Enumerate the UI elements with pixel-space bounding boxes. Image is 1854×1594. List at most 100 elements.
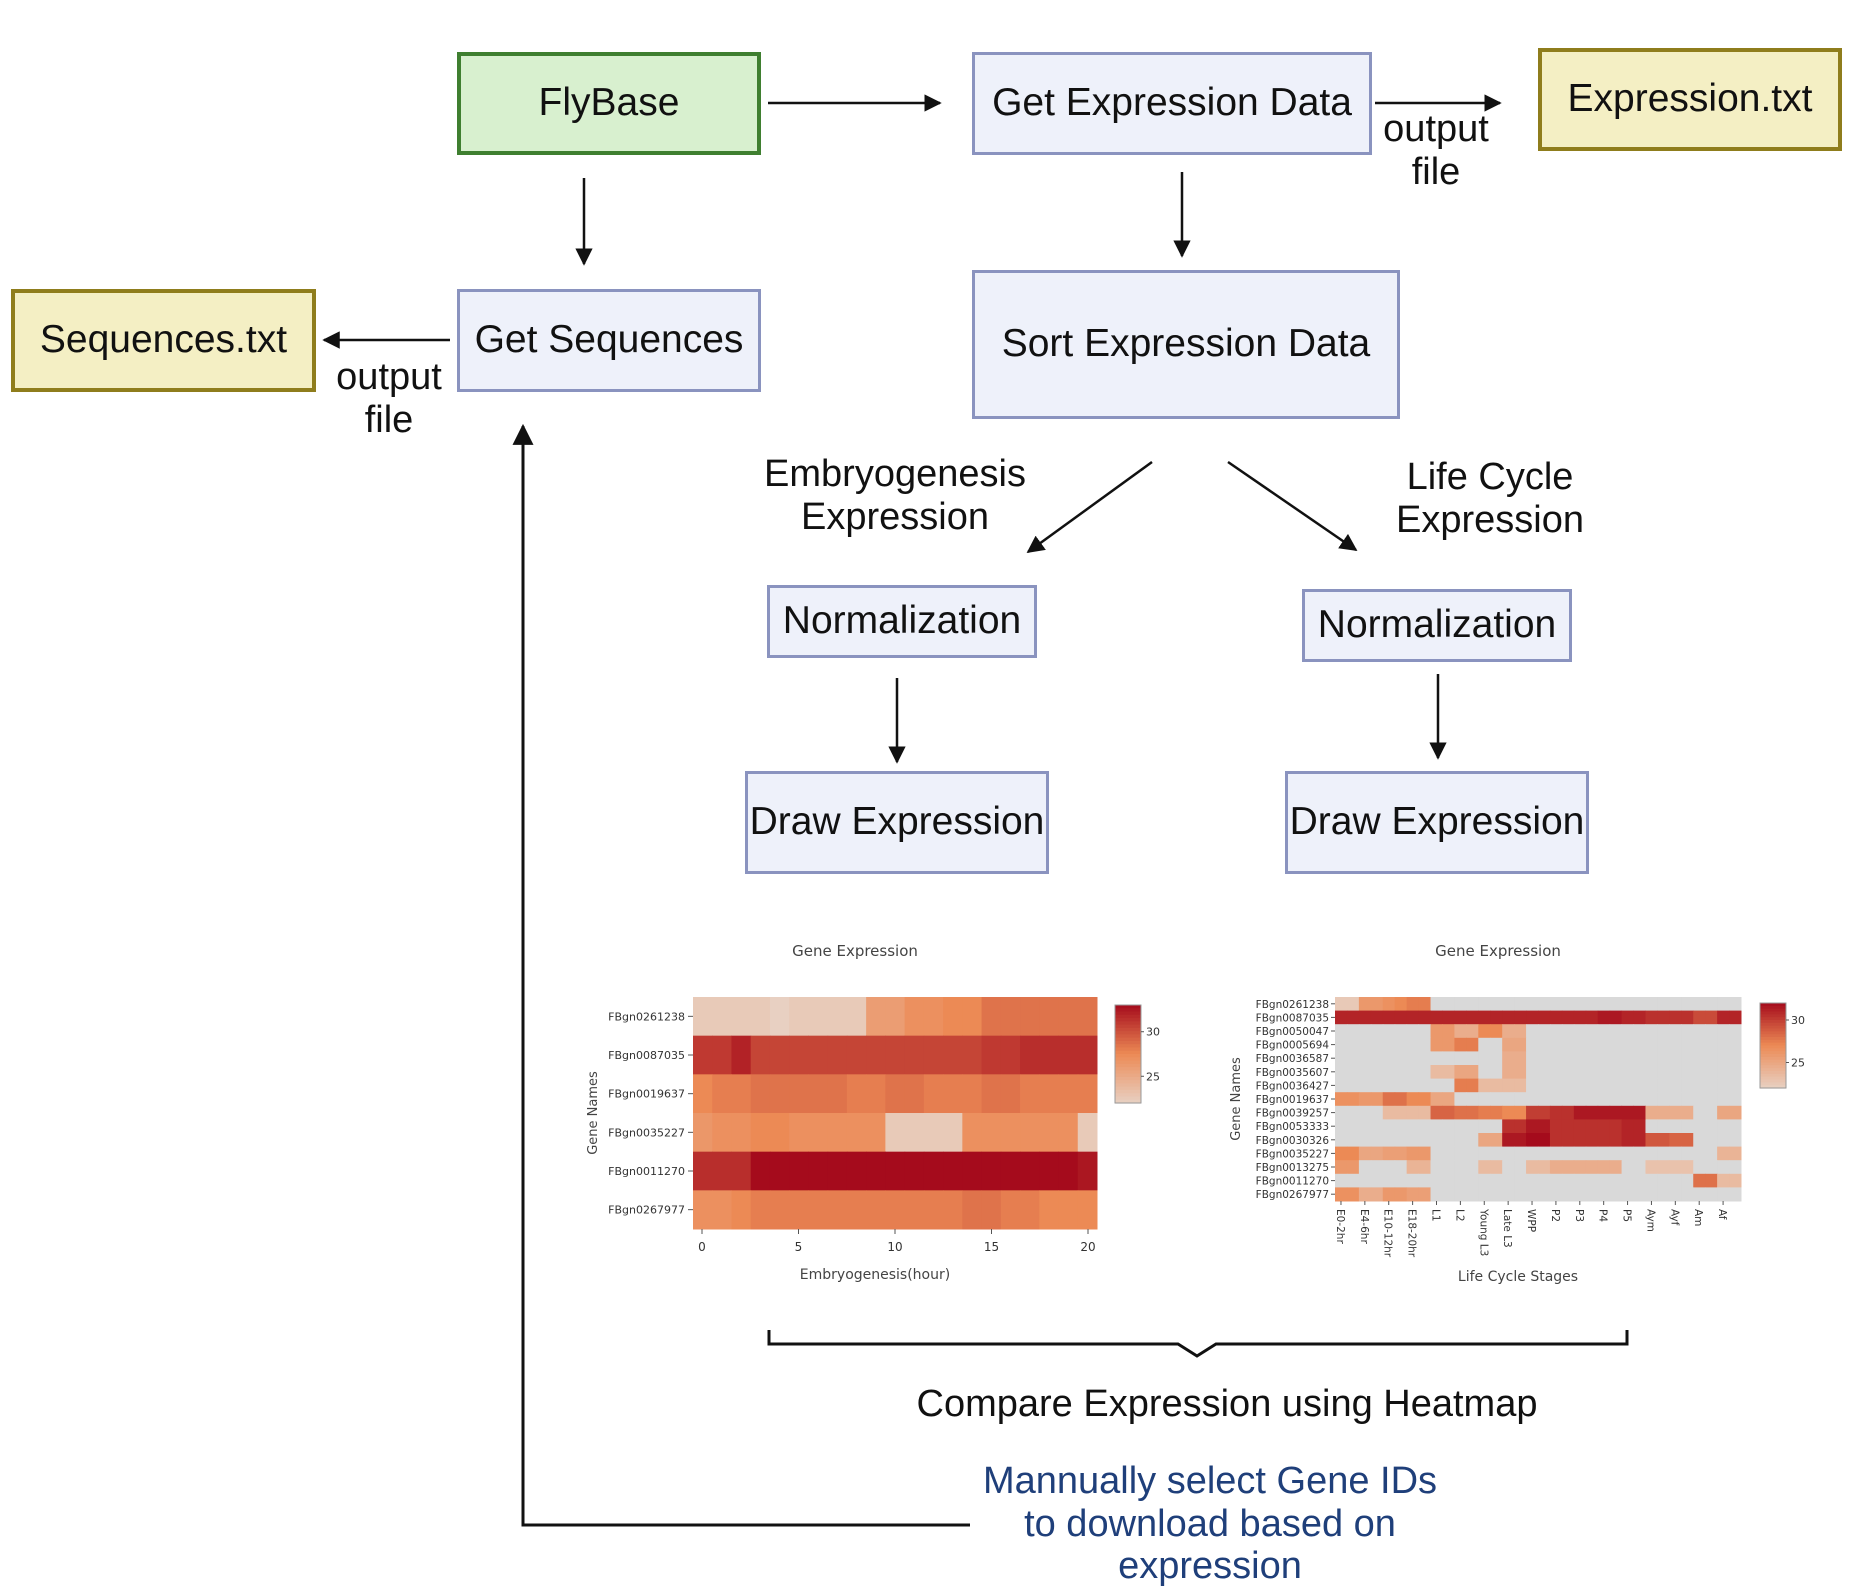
heatmap-cell xyxy=(1490,1187,1503,1202)
heatmap-cell xyxy=(1039,997,1060,1037)
row-label: FBgn0036427 xyxy=(1256,1080,1329,1092)
heatmap-cell xyxy=(1358,1119,1372,1134)
heatmap-cell xyxy=(1681,1160,1694,1175)
heatmap-cell xyxy=(1000,1074,1021,1114)
heatmap-cell xyxy=(846,1151,867,1191)
heatmap-cell xyxy=(1502,1037,1515,1052)
heatmap-cell xyxy=(981,1074,1002,1114)
heatmap-cell xyxy=(1466,1105,1479,1120)
heatmap-cell xyxy=(1406,1051,1420,1066)
heatmap-cell xyxy=(1669,1065,1682,1080)
heatmap-cell xyxy=(1454,1173,1467,1188)
heatmap-cell xyxy=(712,1035,732,1075)
heatmap-cell xyxy=(1669,1092,1682,1107)
heatmap-cell xyxy=(769,1113,790,1153)
heatmap-cell xyxy=(1717,1133,1730,1148)
heatmap-colorbar-segment xyxy=(1115,1086,1141,1091)
heatmap-cell xyxy=(1549,1187,1563,1202)
heatmap-cell xyxy=(1000,1151,1021,1191)
heatmap-cell xyxy=(1335,1037,1348,1052)
heatmap-cell xyxy=(1681,1010,1694,1025)
heatmap-cell xyxy=(1478,1119,1491,1134)
x-tick-label: P4 xyxy=(1597,1209,1609,1222)
heatmap-cell xyxy=(1526,1024,1539,1039)
heatmap-cell xyxy=(1430,1078,1443,1093)
heatmap-cell xyxy=(1585,1092,1599,1107)
heatmap-cell xyxy=(1418,1173,1432,1188)
row-label: FBgn0050047 xyxy=(1256,1026,1329,1038)
heatmap-cell xyxy=(1597,1092,1611,1107)
heatmap-cell xyxy=(1549,1024,1563,1039)
heatmap-cell xyxy=(1621,997,1635,1012)
heatmap-colorbar-segment xyxy=(1115,1021,1141,1026)
x-tick-label: 0 xyxy=(698,1240,706,1254)
heatmap-cell xyxy=(1609,1078,1623,1093)
row-label: FBgn0261238 xyxy=(1256,999,1329,1011)
heatmap-cell xyxy=(1705,1133,1718,1148)
expression-file-node: Expression.txt xyxy=(1538,48,1842,151)
heatmap-colorbar-segment xyxy=(1115,1011,1141,1016)
heatmap-cell xyxy=(1478,1187,1491,1202)
heatmap-cell xyxy=(904,1151,925,1191)
heatmap-cell xyxy=(1609,1065,1623,1080)
heatmap-cell xyxy=(1358,1024,1372,1039)
heatmap-cell xyxy=(846,1113,867,1153)
heatmap-cell xyxy=(1597,1037,1611,1052)
row-label: FBgn0087035 xyxy=(608,1049,685,1062)
heatmap-cell xyxy=(1430,1065,1443,1080)
heatmap-cell xyxy=(1514,1078,1527,1093)
heatmap-cell xyxy=(1573,997,1587,1012)
normalization-lifecycle-node: Normalization xyxy=(1302,589,1572,662)
heatmap-cell xyxy=(846,997,867,1037)
heatmap-cell xyxy=(943,1190,963,1230)
heatmap-cell xyxy=(1717,997,1730,1012)
heatmap-cell xyxy=(789,1151,809,1191)
heatmap-cell xyxy=(962,997,983,1037)
heatmap-cell xyxy=(1573,1010,1587,1025)
heatmap-cell xyxy=(1430,1187,1443,1202)
heatmap-cell xyxy=(1358,1078,1372,1093)
heatmap-cell xyxy=(1633,1065,1646,1080)
heatmap-cell xyxy=(1729,1173,1742,1188)
heatmap-cell xyxy=(1370,1010,1384,1025)
heatmap-colorbar-tick-label: 25 xyxy=(1791,1057,1805,1070)
heatmap-colorbar-segment xyxy=(1115,1080,1141,1084)
heatmap-cell xyxy=(1382,1173,1396,1188)
heatmap-cell xyxy=(1406,1173,1420,1188)
heatmap-cell xyxy=(1442,1092,1455,1107)
heatmap-colorbar-segment xyxy=(1760,1045,1786,1049)
heatmap-cell xyxy=(1538,1024,1551,1039)
heatmap-cell xyxy=(1717,1065,1730,1080)
heatmap-cell xyxy=(1573,1133,1587,1148)
heatmap-cell xyxy=(1346,1024,1360,1039)
heatmap-cell xyxy=(1693,1146,1706,1161)
heatmap-cell xyxy=(1597,1133,1611,1148)
heatmap-cell xyxy=(1442,997,1455,1012)
heatmap-cell xyxy=(1669,1078,1682,1093)
heatmap-cell xyxy=(1394,1187,1408,1202)
heatmap-cell xyxy=(1645,1078,1658,1093)
life-cycle-branch-label: Life Cycle Expression xyxy=(1396,456,1584,541)
heatmap-cell xyxy=(1669,1160,1682,1175)
heatmap-cell xyxy=(1490,1173,1503,1188)
heatmap-colorbar-segment xyxy=(1760,1056,1786,1061)
heatmap-cell xyxy=(1335,1119,1348,1134)
heatmap-cell xyxy=(1717,1146,1730,1161)
heatmap-cell xyxy=(1585,1187,1599,1202)
heatmap-cell xyxy=(1454,1160,1467,1175)
heatmap-cell xyxy=(1418,1092,1432,1107)
heatmap-cell xyxy=(808,1190,829,1230)
heatmap-cell xyxy=(846,1035,867,1075)
heatmap-cell xyxy=(1633,1078,1646,1093)
heatmap-colorbar-segment xyxy=(1115,1067,1141,1071)
heatmap-cell xyxy=(1585,1010,1599,1025)
heatmap-cell xyxy=(1346,1173,1360,1188)
heatmap-cell xyxy=(1358,1037,1372,1052)
heatmap-cell xyxy=(1669,1105,1682,1120)
heatmap-cell xyxy=(769,1074,790,1114)
heatmap-cell xyxy=(1466,1078,1479,1093)
heatmap-cell xyxy=(1526,1092,1539,1107)
heatmap-cell xyxy=(1478,1160,1491,1175)
heatmap-cell xyxy=(1418,1187,1432,1202)
